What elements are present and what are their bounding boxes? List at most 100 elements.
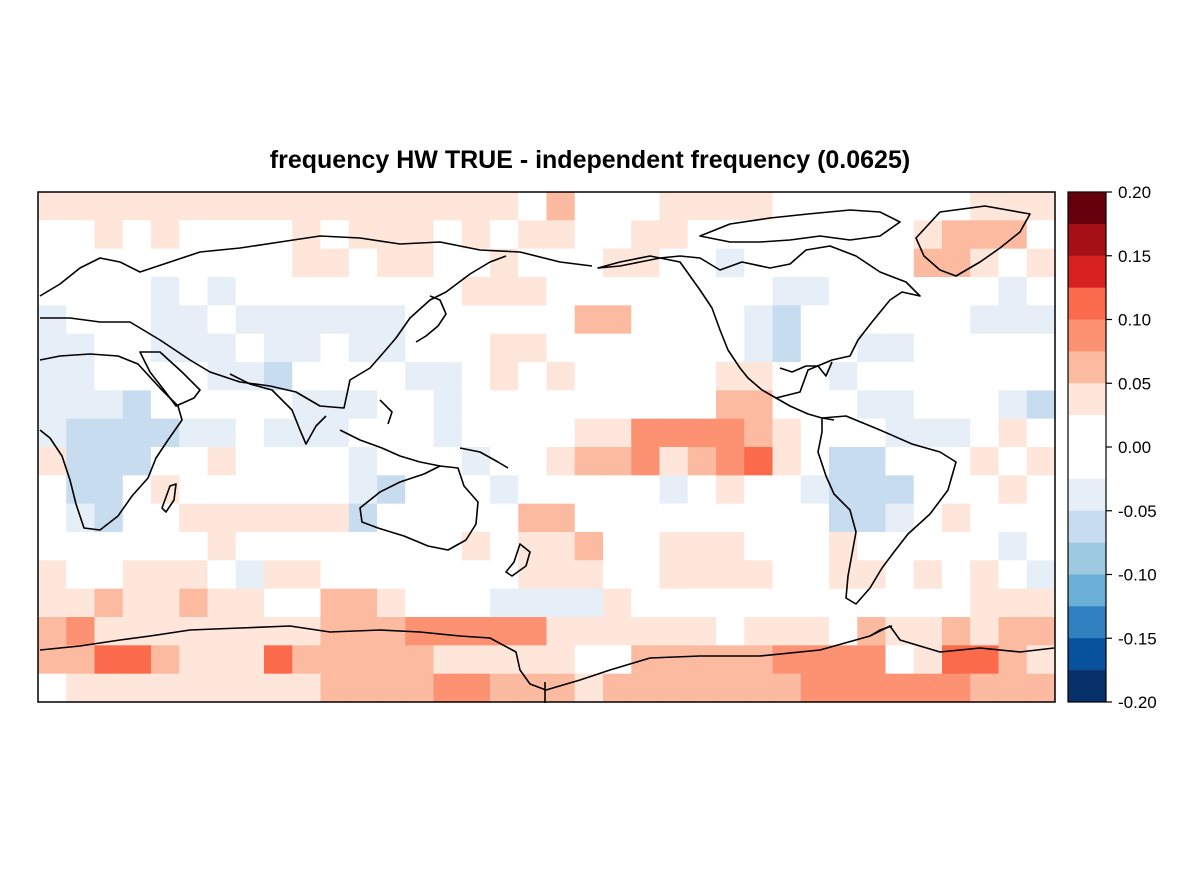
- grid-cell: [716, 277, 745, 306]
- grid-cell: [546, 192, 576, 221]
- grid-cell: [998, 673, 1028, 703]
- grid-cell: [235, 503, 265, 533]
- grid-cell: [264, 418, 293, 448]
- grid-cell: [292, 617, 322, 646]
- grid-cell: [433, 220, 463, 250]
- grid-cell: [885, 192, 915, 221]
- grid-cell: [122, 532, 152, 561]
- grid-cell: [94, 418, 124, 448]
- grid-cell: [433, 673, 463, 703]
- grid-cell: [38, 220, 67, 250]
- coastline-antarctica: [39, 625, 1055, 691]
- grid-cell: [998, 192, 1028, 221]
- grid-cell: [998, 362, 1028, 391]
- grid-cell: [122, 390, 152, 420]
- grid-cell: [800, 390, 830, 420]
- grid-cell: [1026, 333, 1056, 363]
- grid-cell: [1026, 475, 1056, 505]
- grid-cell: [744, 645, 774, 675]
- grid-cell: [829, 447, 858, 476]
- colorbar-swatch: [1068, 415, 1106, 448]
- grid-cell: [461, 248, 491, 278]
- grid-cell: [970, 532, 1000, 561]
- grid-cell: [38, 475, 67, 505]
- grid-cell: [716, 192, 745, 221]
- grid-cell: [857, 503, 887, 533]
- grid-cell: [659, 532, 689, 561]
- grid-cell: [235, 248, 265, 278]
- grid-cell: [66, 390, 96, 420]
- grid-cell: [207, 192, 237, 221]
- grid-cell: [348, 645, 378, 675]
- grid-cell: [38, 617, 67, 646]
- grid-cell: [461, 333, 491, 363]
- grid-cell: [292, 645, 322, 675]
- grid-cell: [490, 277, 519, 306]
- grid-cell: [518, 305, 548, 335]
- grid-cell: [292, 447, 322, 476]
- grid-cell: [829, 248, 858, 278]
- grid-cell: [66, 617, 96, 646]
- grid-cell: [913, 192, 943, 221]
- grid-cell: [377, 532, 406, 561]
- grid-cell: [603, 418, 632, 448]
- grid-cell: [857, 362, 887, 391]
- grid-cell: [744, 475, 774, 505]
- grid-cell: [348, 503, 378, 533]
- grid-cell: [122, 503, 152, 533]
- grid-cell: [207, 503, 237, 533]
- grid-cell: [574, 673, 604, 703]
- grid-cell: [1026, 503, 1056, 533]
- grid-cell: [348, 475, 378, 505]
- grid-cell: [603, 277, 632, 306]
- grid-cell: [913, 390, 943, 420]
- grid-cell: [461, 220, 491, 250]
- grid-cell: [857, 447, 887, 476]
- colorbar-tick-label: -0.10: [1118, 566, 1157, 585]
- grid-cell: [66, 532, 96, 561]
- grid-cell: [461, 617, 491, 646]
- grid-cell: [913, 673, 943, 703]
- grid-cell: [800, 503, 830, 533]
- grid-cell: [913, 532, 943, 561]
- grid-cell: [942, 362, 971, 391]
- colorbar-tick-label: -0.05: [1118, 502, 1157, 521]
- grid-cell: [687, 192, 717, 221]
- grid-cell: [716, 220, 745, 250]
- grid-cell: [405, 192, 435, 221]
- grid-cell: [320, 503, 350, 533]
- grid-cell: [603, 532, 632, 561]
- grid-cell: [1026, 447, 1056, 476]
- grid-cell: [970, 362, 1000, 391]
- coastline-australia: [359, 465, 479, 551]
- grid-cell: [320, 475, 350, 505]
- grid-cell: [631, 560, 661, 590]
- grid-cell: [38, 673, 67, 703]
- grid-cell: [66, 333, 96, 363]
- colorbar-tick-label: 0.00: [1118, 438, 1151, 457]
- grid-cell: [405, 220, 435, 250]
- grid-cell: [94, 277, 124, 306]
- grid-cell: [913, 588, 943, 618]
- coastline-canadian-arctic: [699, 209, 901, 243]
- grid-cell: [94, 503, 124, 533]
- grid-cell: [829, 560, 858, 590]
- colorbar-tick-label: 0.05: [1118, 374, 1151, 393]
- grid-cell: [1026, 277, 1056, 306]
- grid-cell: [66, 645, 96, 675]
- grid-cell: [207, 305, 237, 335]
- grid-cell: [659, 192, 689, 221]
- grid-cell: [800, 532, 830, 561]
- grid-cell: [913, 305, 943, 335]
- grid-cell: [151, 673, 180, 703]
- colorbar-swatch: [1068, 670, 1106, 703]
- grid-cell: [913, 277, 943, 306]
- grid-cell: [66, 418, 96, 448]
- grid-cell: [207, 447, 237, 476]
- grid-cell: [716, 673, 745, 703]
- grid-cell: [235, 390, 265, 420]
- grid-cell: [772, 588, 802, 618]
- grid-cell: [687, 645, 717, 675]
- grid-cell: [546, 645, 576, 675]
